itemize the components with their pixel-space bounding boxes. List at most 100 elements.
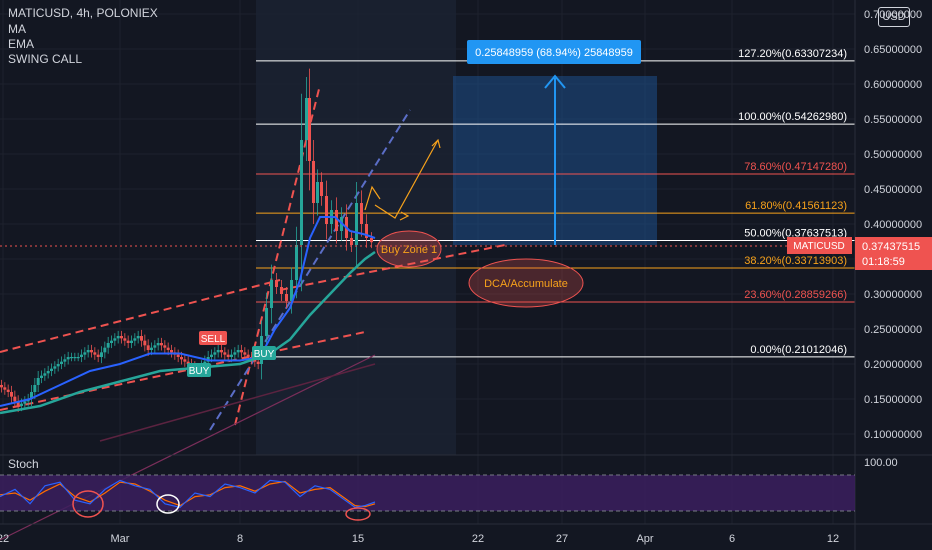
candle-body	[23, 401, 27, 404]
candle-body	[156, 343, 160, 346]
measure-label-bg	[467, 40, 641, 64]
blue-channel-line	[209, 109, 411, 431]
candle-body	[320, 182, 323, 196]
candle-body	[6, 389, 10, 392]
candle-body	[76, 357, 80, 359]
candle-body	[70, 357, 73, 359]
x-tick-label: 22	[0, 533, 9, 545]
candle-body	[183, 359, 187, 362]
candle-body	[13, 396, 17, 402]
projection-path	[364, 185, 381, 211]
last-price-value: 0.37437515	[862, 241, 920, 253]
indicator-ema[interactable]: EMA	[8, 37, 35, 51]
y-axis: 0.700000000.650000000.600000000.55000000…	[864, 9, 922, 441]
fib-label: 50.00%(0.37637513)	[744, 228, 847, 240]
candle-body	[186, 361, 190, 364]
candle-body	[83, 352, 87, 355]
buy-signal-label: BUY	[189, 366, 210, 377]
candle-body	[3, 387, 7, 390]
candle-body	[93, 352, 97, 355]
candle-body	[36, 378, 40, 385]
candle-body	[305, 98, 308, 140]
dca-ellipse	[468, 258, 584, 308]
y-tick-label: 0.45000000	[864, 184, 922, 196]
projection-arrowhead-2	[399, 211, 410, 221]
candle-body	[265, 308, 268, 336]
candle-body	[116, 336, 120, 339]
currency-button[interactable]: USD	[878, 7, 910, 27]
candle-body	[60, 361, 63, 364]
candle-body	[325, 196, 328, 224]
stoch-level-label: 100.00	[864, 457, 898, 469]
y-tick-label: 0.10000000	[864, 429, 922, 441]
candle-body	[43, 373, 47, 376]
candle-body	[143, 340, 147, 346]
candle-body	[295, 245, 298, 280]
y-tick-label: 0.25000000	[864, 324, 922, 336]
indicator-swing-call[interactable]: SWING CALL	[8, 52, 83, 66]
upper-channel-line	[0, 279, 281, 353]
candle-body	[56, 364, 60, 367]
buy-zone-ellipse	[376, 230, 442, 268]
candle-body	[103, 347, 107, 353]
candle-body	[53, 366, 57, 369]
indicator-ma[interactable]: MA	[8, 22, 26, 36]
candle-body	[290, 280, 293, 301]
candle-body	[96, 354, 100, 357]
buy-zone-label: Buy Zone 1	[381, 244, 437, 256]
fib-label: 38.20%(0.33713903)	[744, 255, 847, 267]
x-tick-label: Apr	[636, 533, 653, 545]
stoch-circle-3	[345, 507, 371, 521]
fib-label: 127.20%(0.63307234)	[738, 48, 847, 60]
sma-line	[99, 363, 376, 442]
candle-body	[166, 347, 170, 350]
buy-signal-label-2: BUY	[254, 349, 275, 360]
candle-body	[126, 340, 130, 343]
annotations: Buy Zone 1 DCA/Accumulate SELL BUY BUY	[187, 230, 584, 377]
symbol-line: MATICUSD, 4h, POLONIEX	[8, 6, 158, 20]
candle-body	[136, 336, 140, 339]
candle-body	[66, 357, 70, 360]
candle-body	[120, 336, 123, 339]
candle-body	[133, 338, 137, 341]
fib-label: 0.00%(0.21012046)	[750, 344, 847, 356]
fib-label: 23.60%(0.28859266)	[744, 289, 847, 301]
candle-body	[246, 354, 250, 357]
x-tick-label: 15	[352, 533, 364, 545]
candle-body	[63, 359, 67, 362]
y-tick-label: 0.65000000	[864, 44, 922, 56]
candle-body	[163, 345, 167, 348]
y-tick-label: 0.15000000	[864, 394, 922, 406]
candle-body	[46, 371, 50, 374]
candle-body	[280, 287, 283, 294]
x-tick-label: 22	[472, 533, 484, 545]
candle-body	[176, 354, 180, 357]
candle-body	[355, 203, 358, 245]
candle-body	[113, 338, 117, 341]
candle-body	[335, 210, 338, 231]
candle-body	[40, 375, 43, 378]
candle-body	[300, 140, 303, 245]
candle-body	[350, 238, 353, 245]
candle-body	[123, 338, 127, 341]
candle-body	[365, 224, 368, 238]
fib-label: 78.60%(0.47147280)	[744, 161, 847, 173]
buy-signal-bg	[187, 363, 211, 377]
x-axis: 22 Mar 8 15 22 27 Apr 6 12	[0, 533, 839, 545]
x-tick-label: Mar	[111, 533, 130, 545]
candle-body	[20, 403, 23, 406]
y-tick-label: 0.60000000	[864, 79, 922, 91]
candle-body	[240, 350, 243, 353]
candle-body	[33, 385, 37, 392]
candle-body	[360, 203, 363, 224]
last-price-value-bg	[855, 237, 932, 270]
stoch-circle-1	[72, 490, 104, 518]
last-price-symbol: MATICUSD	[793, 241, 844, 252]
candle-body	[0, 385, 3, 388]
stoch-label: Stoch	[8, 457, 39, 471]
candle-body	[236, 350, 240, 353]
measure-arrowhead	[544, 74, 566, 89]
y-tick-label: 0.50000000	[864, 149, 922, 161]
x-tick-label: 8	[237, 533, 243, 545]
